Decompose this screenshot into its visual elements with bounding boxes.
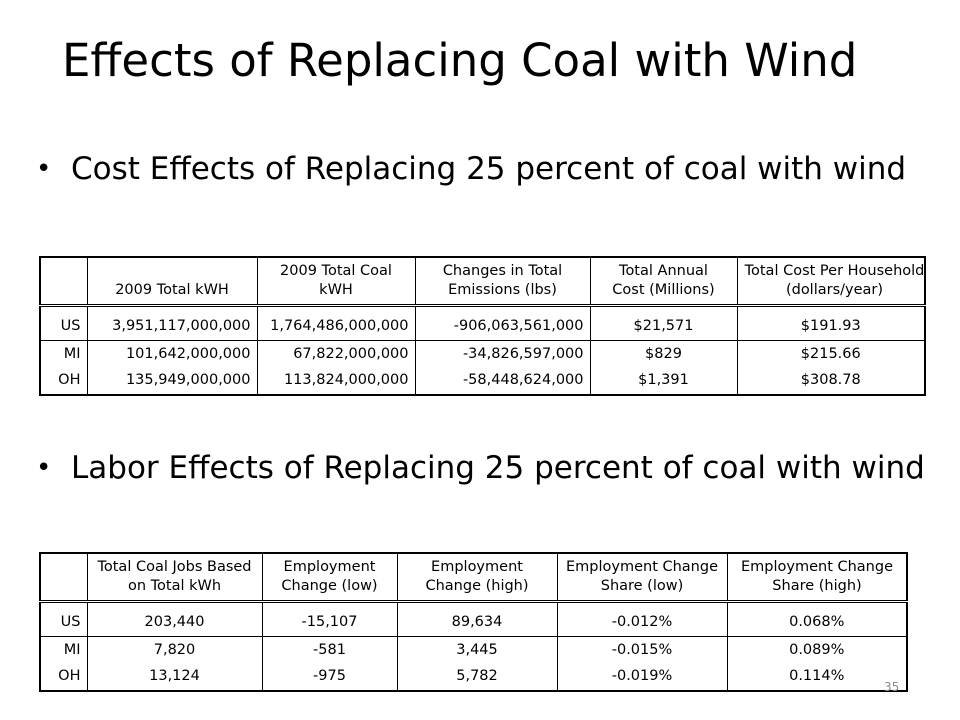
header-cell: 2009 Total kWH	[86, 257, 257, 306]
table-cell: $215.66	[736, 340, 925, 368]
header-text: Changes in Total Emissions (lbs)	[442, 262, 563, 298]
header-text: Employment Change Share (high)	[740, 558, 894, 594]
table-cell: 1,764,486,000,000	[256, 313, 415, 341]
slide-title: Effects of Replacing Coal with Wind	[62, 34, 858, 87]
header-text: Total Annual Cost (Millions)	[612, 262, 715, 298]
table-cell: 67,822,000,000	[256, 340, 415, 368]
table-cell: -0.015%	[556, 636, 727, 664]
header-text: Total Coal Jobs Based on Total kWh	[97, 558, 252, 594]
table-cell: 5,782	[396, 663, 557, 691]
header-text: 2009 Total Coal kWH	[280, 262, 392, 298]
row-label: US	[40, 313, 87, 341]
table-header-row: Total Coal Jobs Based on Total kWh Emplo…	[40, 553, 907, 602]
table-cell: $1,391	[589, 367, 737, 395]
table-cell: $191.93	[736, 313, 925, 341]
table-cell: 89,634	[396, 609, 557, 637]
header-text: Employment Change (low)	[281, 558, 378, 594]
header-stub	[40, 257, 87, 305]
table-row: OH 13,124 -975 5,782 -0.019% 0.114%	[40, 663, 907, 691]
bullet-text: Labor Effects of Replacing 25 percent of…	[71, 450, 925, 486]
header-cell: Total Coal Jobs Based on Total kWh	[86, 553, 262, 602]
table-cell: -0.012%	[556, 609, 727, 637]
header-text: Employment Change (high)	[425, 558, 529, 594]
table-cell: -581	[261, 636, 397, 664]
table-row: US 203,440 -15,107 89,634 -0.012% 0.068%	[40, 609, 907, 637]
table-cell: $21,571	[589, 313, 737, 341]
header-cell: 2009 Total Coal kWH	[256, 257, 415, 306]
table-cell: 101,642,000,000	[86, 340, 257, 368]
table-row: MI 101,642,000,000 67,822,000,000 -34,82…	[40, 340, 925, 368]
table-cell: -0.019%	[556, 663, 727, 691]
table-row: US 3,951,117,000,000 1,764,486,000,000 -…	[40, 313, 925, 341]
table-cell: 3,445	[396, 636, 557, 664]
table-header-row: 2009 Total kWH 2009 Total Coal kWH Chang…	[40, 257, 925, 306]
table-cell: 13,124	[86, 663, 262, 691]
header-stub	[40, 553, 87, 601]
bullet-dot-icon: •	[36, 453, 52, 483]
cost-effects-table: 2009 Total kWH 2009 Total Coal kWH Chang…	[39, 256, 926, 396]
header-cell: Employment Change Share (high)	[726, 553, 907, 602]
header-cell: Total Annual Cost (Millions)	[589, 257, 737, 306]
table-cell: -15,107	[261, 609, 397, 637]
header-cell: Employment Change (high)	[396, 553, 557, 602]
header-text: Total Cost Per Household (dollars/year)	[744, 262, 925, 298]
table-cell: 0.114%	[726, 663, 907, 691]
row-label: MI	[63, 641, 81, 658]
labor-effects-table: Total Coal Jobs Based on Total kWh Emplo…	[39, 552, 908, 692]
table-row: OH 135,949,000,000 113,824,000,000 -58,4…	[40, 367, 925, 395]
page-number: 35	[884, 680, 900, 694]
row-label: OH	[58, 668, 81, 685]
bullet-dot-icon: •	[36, 154, 52, 184]
header-cell: Changes in Total Emissions (lbs)	[414, 257, 590, 306]
row-label: OH	[58, 372, 81, 389]
table-cell: 135,949,000,000	[86, 367, 257, 395]
bullet-labor-effects: • Labor Effects of Replacing 25 percent …	[36, 446, 936, 490]
table-cell: -975	[261, 663, 397, 691]
header-cell: Total Cost Per Household (dollars/year)	[736, 257, 925, 306]
bullet-cost-effects: • Cost Effects of Replacing 25 percent o…	[36, 147, 936, 191]
row-label: US	[40, 609, 87, 637]
table-cell: -58,448,624,000	[414, 367, 590, 395]
bullet-text: Cost Effects of Replacing 25 percent of …	[71, 151, 907, 187]
table-cell: 0.089%	[726, 636, 907, 664]
table-cell: 203,440	[86, 609, 262, 637]
header-text: Employment Change Share (low)	[565, 558, 719, 594]
table-cell: -34,826,597,000	[414, 340, 590, 368]
table-cell: 3,951,117,000,000	[86, 313, 257, 341]
table-cell: 0.068%	[726, 609, 907, 637]
table-cell: $308.78	[736, 367, 925, 395]
header-cell: Employment Change Share (low)	[556, 553, 727, 602]
header-cell: Employment Change (low)	[261, 553, 397, 602]
row-label: MI	[63, 345, 81, 362]
table-cell: $829	[589, 340, 737, 368]
table-row: MI 7,820 -581 3,445 -0.015% 0.089%	[40, 636, 907, 664]
table-cell: -906,063,561,000	[414, 313, 590, 341]
table-cell: 7,820	[86, 636, 262, 664]
table-cell: 113,824,000,000	[256, 367, 415, 395]
